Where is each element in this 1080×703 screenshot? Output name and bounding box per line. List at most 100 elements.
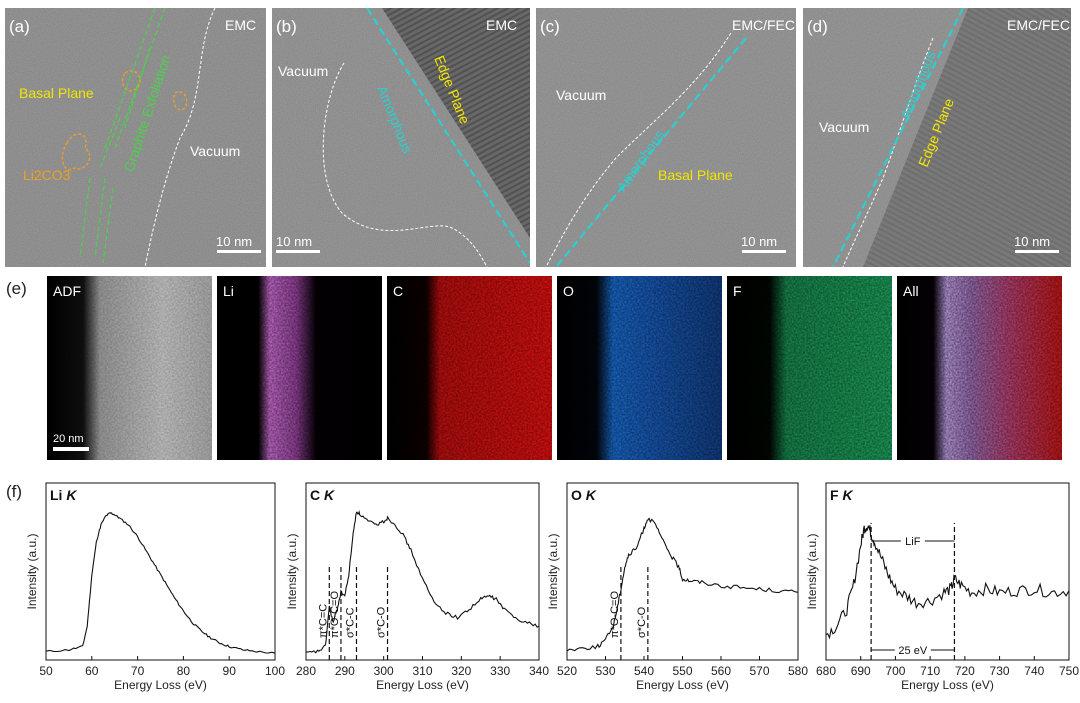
x-tick-label: 310 — [412, 664, 432, 678]
tem-panel-a: (a) EMC Basal Plane Li2CO3 Graphite Exfo… — [5, 8, 266, 267]
x-tick-label: 90 — [223, 664, 237, 678]
scale-label-a: 10 nm — [216, 234, 252, 249]
label-basal-plane: Basal Plane — [19, 85, 94, 101]
x-tick-label: 530 — [595, 664, 615, 678]
eds-map-o: O — [557, 276, 722, 460]
x-tick-label: 680 — [816, 664, 836, 678]
scale-bar-e — [53, 447, 89, 451]
lif-label: LiF — [905, 536, 921, 548]
x-tick-label: 690 — [851, 664, 871, 678]
panel-letter-d: (d) — [807, 17, 828, 36]
eds-map-adf: ADF 20 nm — [47, 276, 212, 460]
eels-chart-3: F K Intensity (a.u.) 680 690 700 710 720 730 740… — [805, 482, 1079, 692]
eds-map-label: ADF — [53, 283, 81, 299]
basal-dashed-line — [555, 37, 747, 267]
scale-bar-c — [742, 250, 786, 253]
eds-maps: ADF 20 nm Li C O F All — [47, 276, 1062, 460]
x-tick-label: 570 — [749, 664, 769, 678]
amorphous-boundary — [545, 32, 732, 267]
panel-letter-e-wrap: (e) — [6, 279, 27, 298]
chart-frame — [825, 482, 1070, 661]
x-tick-label: 560 — [711, 664, 731, 678]
eds-map-f: F — [727, 276, 892, 460]
eds-map-speckle — [217, 276, 382, 460]
x-tick-label: 750 — [1059, 664, 1079, 678]
panel-letter-c: (c) — [540, 17, 560, 36]
eds-map-label: O — [563, 283, 574, 299]
peak-label: σ*C-O — [376, 606, 388, 638]
label-vacuum-b: Vacuum — [278, 63, 328, 79]
scale-label-b: 10 nm — [276, 234, 312, 249]
panel-letter-b: (b) — [276, 17, 297, 36]
y-axis-label: Intensity (a.u.) — [285, 533, 299, 609]
x-tick-label: 540 — [634, 664, 654, 678]
x-tick-label: 700 — [885, 664, 905, 678]
eds-map-speckle — [387, 276, 552, 460]
x-axis-label: Energy Loss (eV) — [114, 678, 207, 692]
panel-letter-f-wrap: (f) — [6, 482, 22, 501]
peak-label: σ*C-C — [344, 607, 356, 638]
x-tick-label: 580 — [788, 664, 808, 678]
graphite-outline — [99, 8, 166, 169]
graphite-outline-lower — [79, 177, 114, 264]
x-tick-label: 550 — [672, 664, 692, 678]
label-vacuum-d: Vacuum — [819, 119, 869, 135]
eds-map-speckle — [47, 276, 212, 460]
chart-frame — [305, 482, 540, 661]
scale-label-d: 10 nm — [1014, 234, 1050, 249]
panel-letter-f: (f) — [6, 482, 22, 501]
eds-map-speckle — [897, 276, 1062, 460]
scale-bar-a — [217, 250, 261, 253]
li2co3-outline-3 — [173, 91, 188, 111]
spectrum-line — [305, 510, 540, 654]
panel-tag-c: EMC/FEC — [732, 17, 795, 33]
x-tick-label: 300 — [374, 664, 394, 678]
panel-letter-a: (a) — [9, 17, 30, 36]
amorphous-boundary — [842, 37, 934, 267]
tem-noise — [5, 8, 266, 267]
y-axis-label: Intensity (a.u.) — [25, 533, 39, 609]
li2co3-outline — [61, 133, 91, 171]
eds-map-li: Li — [217, 276, 382, 460]
panel-tag-b: EMC — [486, 17, 517, 33]
x-axis-label: Energy Loss (eV) — [376, 678, 469, 692]
panel-tag-d: EMC/FEC — [1007, 17, 1070, 33]
chart-frame — [566, 482, 799, 661]
peak-label: π*O-C=O — [609, 591, 621, 638]
x-tick-label: 80 — [177, 664, 191, 678]
panel-letter-e: (e) — [6, 279, 27, 298]
x-tick-label: 320 — [451, 664, 471, 678]
tem-panel-d: (d) EMC/FEC Vacuum Amorphous Edge Plane … — [803, 8, 1071, 267]
energy-label-bg — [894, 644, 931, 656]
eds-map-speckle — [727, 276, 892, 460]
scale-label-e: 20 nm — [53, 433, 84, 445]
x-tick-label: 340 — [529, 664, 549, 678]
x-tick-label: 60 — [85, 664, 99, 678]
tem-noise — [536, 8, 796, 267]
eds-map-label: C — [393, 283, 403, 299]
x-tick-label: 100 — [265, 664, 285, 678]
spectrum-line — [825, 524, 1070, 640]
label-vacuum-c: Vacuum — [556, 87, 606, 103]
label-vacuum-a: Vacuum — [190, 143, 240, 159]
eels-chart-1: C K Intensity (a.u.) 280 290 300 310 320 330 340… — [285, 482, 549, 692]
chart-title: Li K — [50, 487, 77, 503]
label-li2co3: Li2CO3 — [23, 167, 71, 183]
y-axis-label: Intensity (a.u.) — [546, 533, 560, 609]
peak-label: π*O-C=O — [329, 591, 341, 638]
eds-map-c: C — [387, 276, 552, 460]
edge-dashed-line — [832, 8, 964, 267]
x-tick-label: 720 — [955, 664, 975, 678]
tem-panel-b: (b) EMC Vacuum Amorphous Edge Plane 10 n… — [272, 8, 530, 267]
eds-map-label: F — [733, 283, 742, 299]
amorphous-boundary — [322, 62, 488, 267]
eds-map-all: All — [897, 276, 1062, 460]
x-tick-label: 70 — [131, 664, 145, 678]
x-tick-label: 280 — [296, 664, 316, 678]
edge-dashed-line — [366, 8, 530, 264]
crystal-lattice — [863, 8, 1071, 267]
x-tick-label: 520 — [557, 664, 577, 678]
label-basal-plane-c: Basal Plane — [658, 167, 733, 183]
peak-label: σ*C-O — [636, 606, 648, 638]
spectrum-line — [45, 512, 276, 654]
